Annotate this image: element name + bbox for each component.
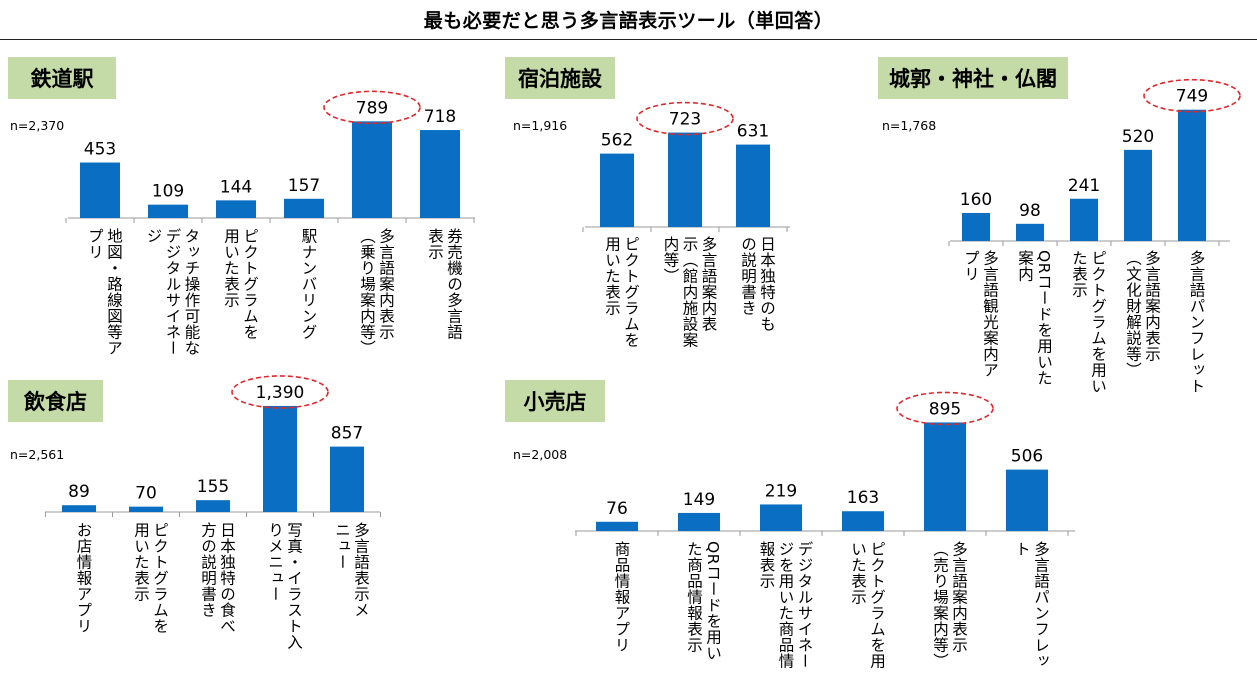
chart-0-highlight-ellipse	[323, 90, 421, 125]
chart-1-bar-0	[600, 153, 634, 227]
chart-4-value-label-5: 506	[1011, 447, 1043, 467]
page-title: 最も必要だと思う多言語表示ツール（単回答）	[423, 10, 834, 32]
chart-3-highlight-ellipse	[231, 375, 329, 409]
chart-4-value-label-0: 76	[606, 499, 628, 519]
chart-2-category-label-1: QRコードを用いた 案内	[1016, 250, 1053, 386]
chart-1-value-label-1: 723	[669, 110, 701, 130]
chart-2-value-label-1: 98	[1019, 201, 1041, 221]
chart-1-category-label-2: 日本独特のも の説明書き	[739, 236, 776, 332]
chart-0-bar-2	[216, 200, 256, 218]
chart-2-bar-4	[1178, 109, 1206, 241]
chart-1-category-label-0: ピクトグラムを 用いた表示	[603, 236, 640, 348]
chart-4-category-label-4: 多言語案内表示 （売り場案内等）	[931, 541, 968, 669]
chart-1-bar-1	[668, 132, 702, 227]
chart-4-highlight-ellipse	[896, 391, 994, 426]
chart-3-category-label-4: 多言語表示メ ニュー	[333, 522, 370, 618]
chart-2-value-label-3: 520	[1122, 127, 1154, 147]
chart-0-value-label-4: 789	[356, 98, 388, 118]
chart-4-bar-1	[678, 512, 720, 531]
chart-4-bar-3	[842, 511, 884, 531]
chart-4-value-label-4: 895	[929, 399, 961, 419]
chart-3-sample-size: n=2,561	[10, 447, 65, 462]
chart-0-bar-1	[148, 204, 188, 218]
chart-4-category-label-5: 多言語パンフレッ ト	[1013, 541, 1050, 669]
chart-3-value-label-4: 857	[331, 424, 363, 444]
chart-4-value-label-3: 163	[847, 488, 879, 508]
chart-3-value-label-3: 1,390	[256, 383, 305, 403]
chart-4-value-label-1: 149	[683, 490, 715, 510]
chart-3-category-label-0: お店情報アプリ	[74, 522, 93, 634]
chart-0-value-label-2: 144	[220, 177, 252, 197]
chart-0-category-label-4: 多言語案内表示 （乗り場案内等）	[358, 228, 395, 356]
chart-2-value-label-0: 160	[960, 190, 992, 210]
chart-3-bar-0	[62, 505, 96, 512]
chart-2-category-label-2: ピクトグラムを用い た表示	[1070, 250, 1107, 394]
chart-0-sample-size: n=2,370	[10, 118, 65, 133]
chart-0-value-label-1: 109	[152, 182, 184, 202]
chart-3-value-label-2: 155	[197, 477, 229, 497]
chart-4-category-label-3: ピクトグラムを用 いた表示	[849, 541, 886, 669]
chart-0-title: 鉄道駅	[8, 57, 116, 99]
chart-2-bar-3	[1124, 149, 1152, 241]
chart-1-value-label-0: 562	[601, 131, 633, 151]
chart-0-value-label-5: 718	[424, 107, 456, 127]
chart-1-title: 宿泊施設	[505, 57, 615, 99]
chart-1-category-label-1: 多言語案内表 示（館内施設案 内等）	[661, 236, 718, 348]
chart-2-bar-2	[1070, 198, 1098, 241]
chart-4-bar-4	[924, 422, 966, 531]
chart-4-value-label-2: 219	[765, 481, 797, 501]
chart-0-value-label-0: 453	[84, 140, 116, 160]
chart-2-bar-0	[962, 212, 990, 241]
chart-4-category-label-0: 商品情報アプリ	[612, 541, 631, 653]
chart-2-category-label-4: 多言語パンフレット	[1187, 250, 1206, 394]
chart-0-bar-5	[420, 130, 460, 218]
chart-1-value-label-2: 631	[737, 122, 769, 142]
chart-3-category-label-1: ピクトグラムを 用いた表示	[132, 522, 169, 634]
title-divider	[0, 39, 1257, 40]
chart-0-category-label-5: 券売機の多言語 表示	[426, 228, 463, 340]
chart-2-category-label-0: 多言語観光案内ア プリ	[962, 250, 999, 378]
chart-3-value-label-0: 89	[68, 482, 90, 502]
chart-0-category-label-1: タッチ操作可能な デジタルサイネー ジ	[144, 228, 201, 356]
chart-4-category-label-1: QRコードを用い た商品情報表示	[685, 541, 722, 661]
chart-2-value-label-2: 241	[1068, 176, 1100, 196]
chart-0-category-label-3: 駅ナンバリング	[299, 228, 318, 340]
chart-4-bar-0	[596, 521, 638, 531]
chart-1-highlight-ellipse	[636, 101, 734, 136]
chart-3-bar-3	[263, 405, 297, 512]
chart-3-category-label-3: 写真・イラスト入 りメニュー	[266, 522, 303, 650]
chart-1-sample-size: n=1,916	[513, 118, 568, 133]
chart-3-bar-1	[129, 506, 163, 512]
chart-4-title: 小売店	[505, 380, 605, 422]
chart-1-bar-2	[736, 144, 770, 227]
chart-3-bar-4	[330, 446, 364, 512]
chart-3-category-label-2: 日本独特の食べ 方の説明書き	[199, 522, 236, 634]
chart-4-category-label-2: デジタルサイネー ジを用いた商品情 報表示	[757, 541, 814, 669]
chart-2-category-label-3: 多言語案内表示 （文化財解説等）	[1124, 250, 1161, 378]
chart-3-bar-2	[196, 500, 230, 512]
chart-2-title: 城郭・神社・仏閣	[878, 57, 1068, 99]
chart-2-value-label-4: 749	[1176, 87, 1208, 107]
chart-2-highlight-ellipse	[1143, 78, 1241, 113]
chart-2-bar-1	[1016, 223, 1044, 241]
chart-0-bar-4	[352, 121, 392, 218]
chart-0-bar-3	[284, 198, 324, 218]
chart-2-sample-size: n=1,768	[882, 118, 937, 133]
chart-0-category-label-0: 地図・路線図等ア プリ	[86, 228, 123, 356]
chart-3-value-label-1: 70	[135, 484, 157, 504]
chart-0-bar-0	[80, 162, 120, 218]
chart-0-category-label-2: ピクトグラムを 用いた表示	[222, 228, 259, 340]
chart-4-bar-2	[760, 504, 802, 531]
chart-0-value-label-3: 157	[288, 176, 320, 196]
chart-3-title: 飲食店	[8, 380, 103, 422]
chart-4-bar-5	[1006, 469, 1048, 531]
chart-4-sample-size: n=2,008	[513, 447, 568, 462]
